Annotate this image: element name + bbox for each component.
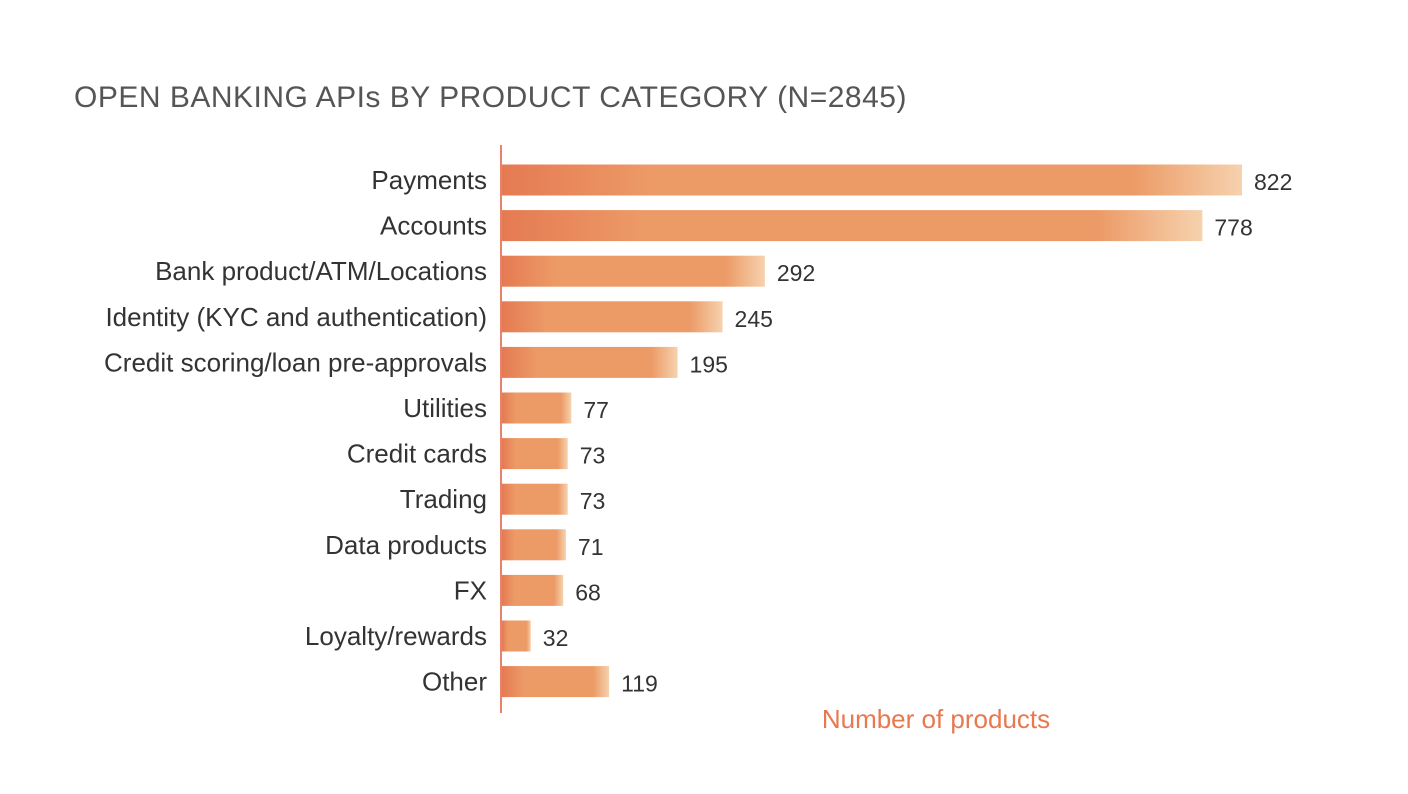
category-label: Loyalty/rewards (305, 621, 487, 651)
bar (502, 438, 568, 470)
value-label: 778 (1214, 215, 1252, 241)
category-label: Identity (KYC and authentication) (105, 302, 487, 332)
chart-title: OPEN BANKING APIs BY PRODUCT CATEGORY (N… (74, 81, 907, 114)
bars-group: Payments 822 Accounts 778 Bank product/ATM/L… (104, 164, 1292, 698)
bar (502, 301, 723, 333)
bar (502, 574, 564, 606)
category-label: Data products (325, 530, 487, 560)
value-label: 68 (575, 579, 601, 605)
category-label: Bank product/ATM/Locations (155, 256, 487, 286)
category-label: Accounts (380, 211, 487, 241)
category-label: Payments (371, 165, 487, 195)
bar (502, 529, 566, 561)
bar (502, 620, 531, 652)
value-label: 73 (580, 488, 606, 514)
value-label: 119 (621, 671, 658, 697)
value-label: 73 (580, 443, 606, 469)
category-label: Credit cards (347, 439, 487, 469)
value-label: 245 (735, 306, 773, 332)
value-label: 71 (578, 534, 604, 560)
category-label: FX (454, 575, 487, 605)
value-label: 32 (543, 625, 569, 651)
value-label: 292 (777, 260, 815, 286)
bar (502, 483, 568, 515)
bar (502, 164, 1242, 196)
category-label: Other (422, 667, 487, 697)
value-label: 822 (1254, 169, 1292, 195)
bar (502, 666, 610, 698)
bar (502, 392, 572, 424)
bar (502, 346, 678, 378)
bar (502, 210, 1203, 242)
category-label: Credit scoring/loan pre-approvals (104, 347, 487, 377)
category-label: Utilities (403, 393, 487, 423)
category-label: Trading (400, 484, 487, 514)
bar (502, 255, 765, 287)
x-axis-title: Number of products (822, 704, 1050, 734)
value-label: 195 (690, 351, 728, 377)
value-label: 77 (583, 397, 609, 423)
